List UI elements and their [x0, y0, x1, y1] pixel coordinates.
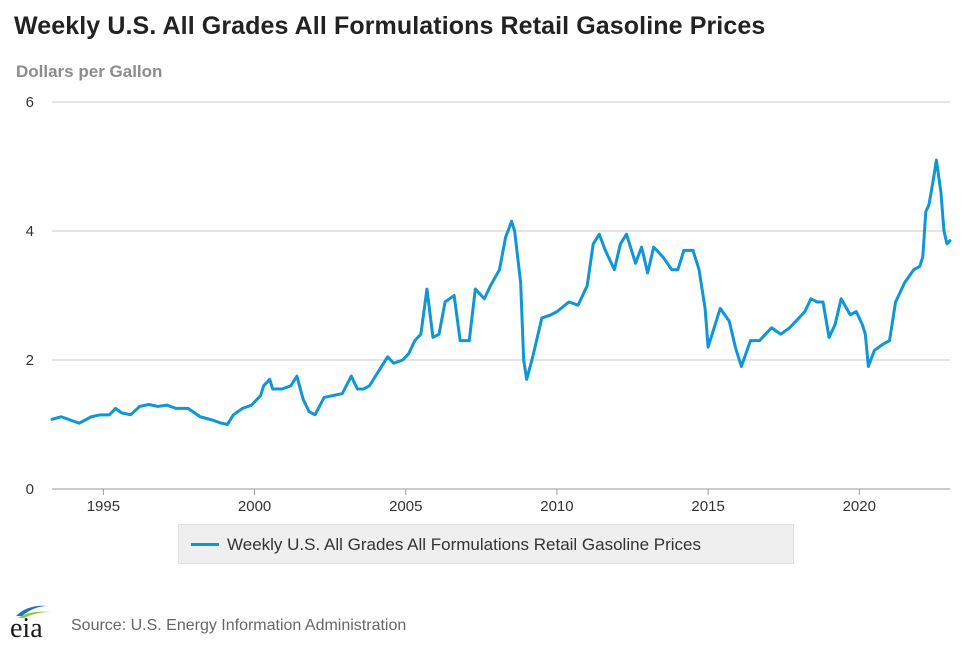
y-axis-label: Dollars per Gallon [16, 62, 163, 81]
y-tick-label: 2 [26, 352, 34, 369]
y-tick-label: 6 [26, 94, 34, 111]
legend-label: Weekly U.S. All Grades All Formulations … [227, 535, 701, 554]
source-note: Source: U.S. Energy Information Administ… [71, 617, 407, 634]
x-axis-ticks: 1995 2000 2005 2010 2015 2020 [87, 489, 876, 515]
line-chart: 0 2 4 6 1995 2000 2005 2010 2015 2020 [26, 94, 952, 515]
series-line-0 [50, 158, 952, 426]
x-tick-label: 1995 [87, 498, 120, 515]
x-tick-label: 2000 [238, 498, 271, 515]
x-tick-label: 2010 [540, 498, 573, 515]
y-axis-ticks: 0 2 4 6 [26, 94, 34, 498]
x-tick-label: 2005 [389, 498, 422, 515]
legend-swatch [191, 543, 219, 546]
legend[interactable]: Weekly U.S. All Grades All Formulations … [178, 524, 794, 564]
eia-logo: eia [10, 605, 50, 640]
x-tick-label: 2020 [843, 498, 876, 515]
x-tick-label: 2015 [691, 498, 724, 515]
gridlines [52, 101, 950, 490]
chart-title: Weekly U.S. All Grades All Formulations … [14, 12, 766, 40]
y-tick-label: 4 [26, 223, 34, 240]
y-tick-label: 0 [26, 481, 34, 498]
svg-text:eia: eia [10, 613, 43, 640]
series-layer [50, 158, 952, 426]
